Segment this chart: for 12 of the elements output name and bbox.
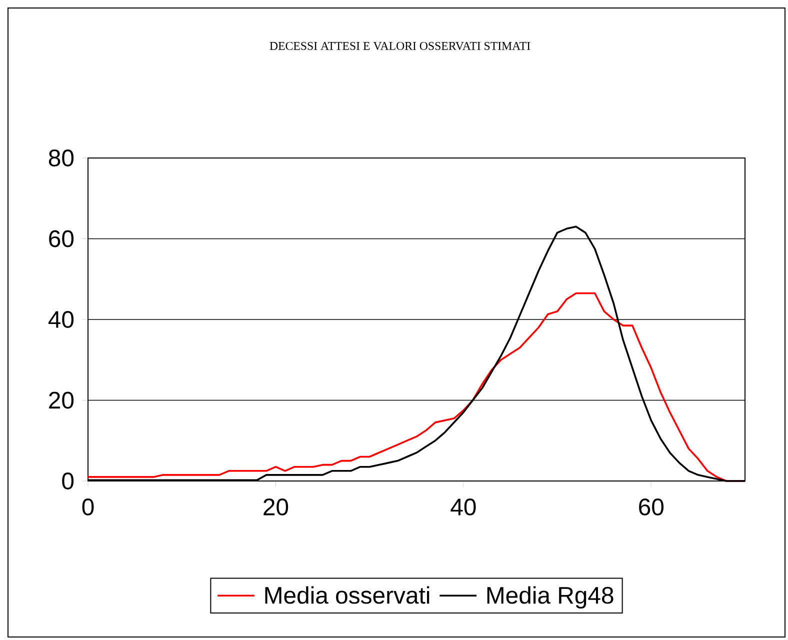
legend-label: Media osservati xyxy=(265,586,430,604)
y-tick-label: 60 xyxy=(49,230,74,248)
chart-title: DECESSI ATTESI E VALORI OSSERVATI STIMATI xyxy=(270,42,530,50)
x-tick-label: 60 xyxy=(639,498,664,516)
y-tick-label: 0 xyxy=(62,472,74,490)
y-tick-label: 80 xyxy=(48,150,74,166)
x-tick-label: 40 xyxy=(450,498,476,516)
x-tick-label: 0 xyxy=(82,498,94,516)
legend-label: Media Rg48 xyxy=(487,586,614,609)
y-tick-label: 40 xyxy=(48,311,74,328)
y-tick-label: 20 xyxy=(49,392,74,409)
x-tick-label: 20 xyxy=(264,498,288,516)
